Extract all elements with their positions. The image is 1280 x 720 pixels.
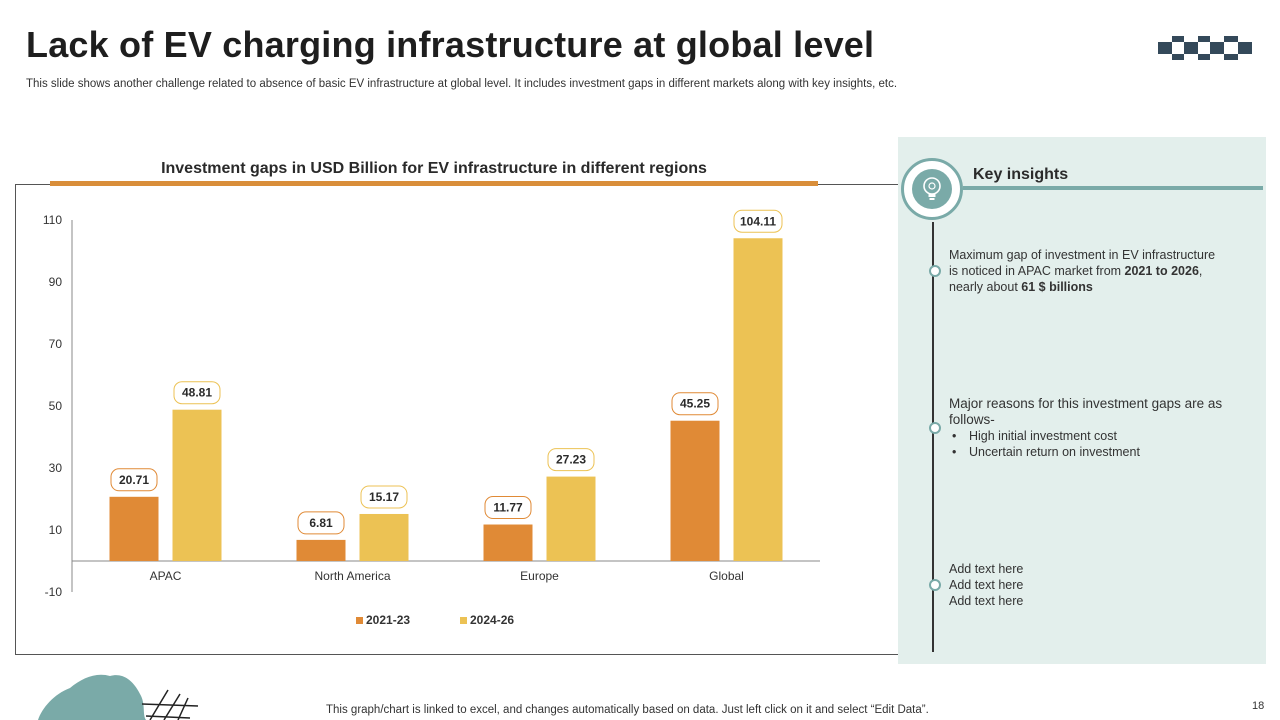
legend-label: 2021-23 (366, 613, 410, 627)
data-label: 20.71 (119, 473, 149, 487)
chart-title-underline (50, 181, 818, 186)
timeline-node (929, 422, 941, 434)
chart-title: Investment gaps in USD Billion for EV in… (161, 160, 707, 177)
lightbulb-icon (912, 169, 952, 209)
data-label-box (110, 468, 158, 492)
x-tick-label: Global (709, 569, 744, 583)
data-label-box (173, 381, 221, 405)
bar (172, 409, 222, 561)
insight-item-1: Maximum gap of investment in EV infrastr… (949, 248, 1216, 294)
page-subtitle: This slide shows another challenge relat… (26, 78, 898, 90)
data-label-box (297, 511, 345, 535)
data-label: 15.17 (369, 490, 399, 504)
bar (733, 238, 783, 561)
key-insights-rule (963, 186, 1263, 190)
x-tick-label: North America (314, 569, 390, 583)
timeline-node (929, 579, 941, 591)
data-label: 6.81 (309, 516, 333, 530)
bullet-item: High initial investment cost (949, 428, 1249, 444)
data-label: 27.23 (556, 453, 586, 467)
x-tick-label: APAC (150, 569, 182, 583)
y-tick-label: 110 (43, 213, 62, 227)
legend-swatch (356, 617, 363, 624)
key-insights-heading: Key insights (973, 166, 1069, 183)
bullet-item: Uncertain return on investment (949, 444, 1249, 460)
bar (109, 496, 159, 561)
y-tick-label: 50 (49, 399, 63, 413)
data-label: 11.77 (493, 501, 523, 515)
y-tick-label: 10 (49, 523, 63, 537)
timeline-node (929, 265, 941, 277)
bar (296, 539, 346, 561)
bar (359, 513, 409, 561)
data-label-box (360, 485, 408, 509)
data-label: 104.11 (740, 214, 776, 228)
page-number: 18 (1252, 700, 1265, 712)
insight-item-3: Add text here Add text here Add text her… (949, 562, 1024, 608)
legend-label: 2024-26 (470, 613, 514, 627)
footer-note: This graph/chart is linked to excel, and… (326, 704, 929, 716)
legend-swatch (460, 617, 467, 624)
data-label-box (733, 209, 783, 233)
data-label: 45.25 (680, 397, 710, 411)
bar-chart[interactable]: -10 10 30 50 70 90 110 20.71 48.81 APAC 6.81 15.17 N… (0, 0, 900, 660)
key-insights-panel (898, 137, 1266, 664)
insights-timeline (932, 222, 934, 652)
insight-badge (901, 158, 963, 220)
page-title: Lack of EV charging infrastructure at gl… (26, 24, 875, 65)
data-label: 48.81 (182, 386, 212, 400)
data-label-box (484, 496, 532, 520)
data-label-box (547, 448, 595, 472)
y-tick-label: 70 (49, 337, 63, 351)
y-tick-label: 90 (49, 275, 63, 289)
bar (546, 476, 596, 561)
y-tick-label: 30 (49, 461, 63, 475)
decorative-paint-splash-icon (38, 674, 199, 720)
bar (670, 420, 720, 561)
y-tick-label: -10 (45, 585, 63, 599)
checker-pattern-icon (1158, 36, 1252, 60)
insight-item-2: Major reasons for this investment gaps a… (949, 396, 1249, 460)
bar (483, 524, 533, 561)
x-tick-label: Europe (520, 569, 559, 583)
data-label-box (671, 392, 719, 416)
